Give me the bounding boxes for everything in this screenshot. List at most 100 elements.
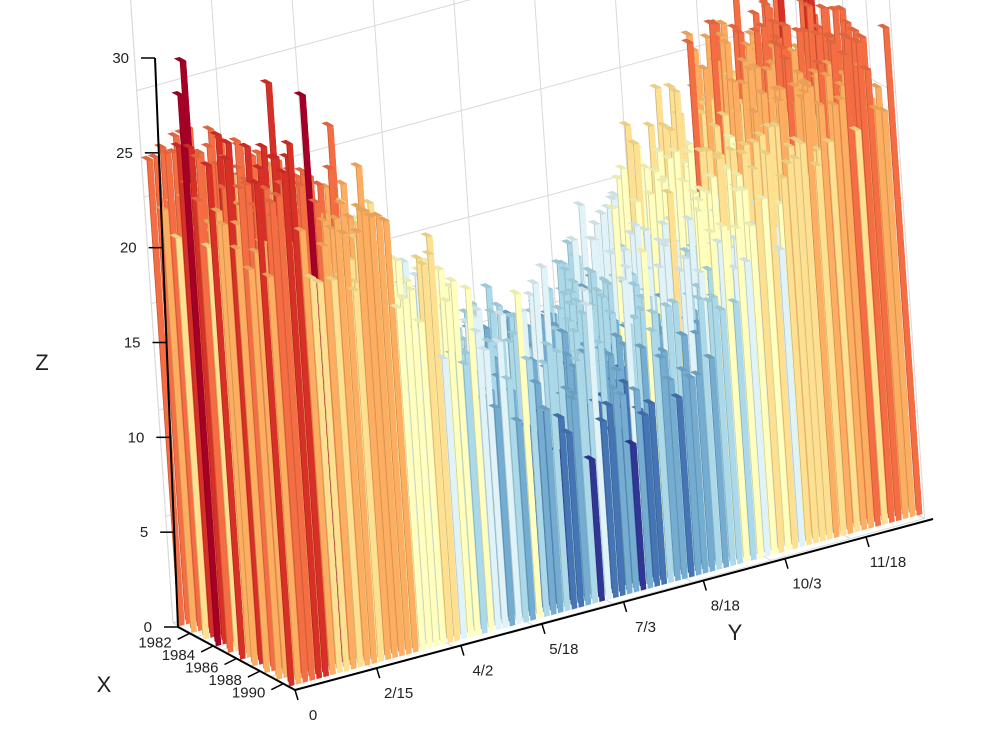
bar-1981-d92 xyxy=(415,260,454,644)
z-tick-label-5: 5 xyxy=(140,524,148,541)
bar-1981-d176 xyxy=(569,356,598,604)
bar-1981-d108 xyxy=(444,276,481,636)
bar-1981-d8 xyxy=(263,198,309,683)
bar-1981-d224 xyxy=(653,353,681,582)
bar-1981-d60 xyxy=(355,207,398,659)
bar-1981-d328 xyxy=(821,137,861,533)
bar-1981-d232 xyxy=(670,393,695,578)
bars-layer xyxy=(140,0,923,687)
bar-1981-d296 xyxy=(772,245,805,548)
bar-1981-d200 xyxy=(613,390,640,593)
y-tick-label-3: 5/18 xyxy=(549,641,578,658)
bar-1981-d236 xyxy=(675,366,702,576)
bar-1981-d228 xyxy=(662,375,688,580)
y-tick-label-6: 10/3 xyxy=(792,576,821,593)
gridline-year-wall-0 xyxy=(888,0,926,519)
bar-1981-d316 xyxy=(797,88,840,539)
bar-1981-d12 xyxy=(269,191,316,682)
bar-1981-d124 xyxy=(477,345,509,629)
bar-1981-d120 xyxy=(468,327,502,631)
y-tick-label-4: 7/3 xyxy=(635,619,656,636)
x-tick-label-1990: 1990 xyxy=(232,685,265,702)
bar-1981-d312 xyxy=(793,139,833,540)
y-tick-mark-5 xyxy=(702,580,708,591)
bar-1981-d56 xyxy=(349,227,391,661)
bar-1981-d72 xyxy=(377,216,419,653)
bar-1981-d336 xyxy=(832,95,874,529)
bar-1981-d80 xyxy=(396,294,433,649)
z-tick-label-20: 20 xyxy=(120,240,137,257)
y-tick-mark-7 xyxy=(865,536,870,548)
bar-1981-d364 xyxy=(877,23,923,516)
bar-1981-d152 xyxy=(528,379,557,616)
bar-1981-d88 xyxy=(412,317,447,646)
bar-1981-d276 xyxy=(738,257,771,557)
bar-1981-d308 xyxy=(787,154,826,542)
bar-1987-d0 xyxy=(171,91,222,647)
bar-1981-d280 xyxy=(742,221,778,555)
y-tick-mark-1 xyxy=(375,667,381,679)
x-tick-mark-2 xyxy=(224,657,237,666)
bar-1981-d20 xyxy=(280,139,329,678)
bar-1981-d188 xyxy=(594,417,619,599)
bar-1981-d192 xyxy=(600,400,626,597)
y-tick-mark-4 xyxy=(622,601,628,613)
bar-1981-d128 xyxy=(488,403,516,627)
bar-1981-d64 xyxy=(362,212,405,657)
z-tick-label-30: 30 xyxy=(112,50,129,67)
y-tick-mark-2 xyxy=(460,645,465,656)
bar-1981-d0 xyxy=(248,179,295,687)
bar-1981-d216 xyxy=(642,399,667,586)
bar-1984-d0 xyxy=(215,220,258,667)
z-tick-label-0: 0 xyxy=(144,619,152,636)
gridline-z-5 xyxy=(136,0,471,91)
bar-1981-d344 xyxy=(848,126,888,525)
bar-1981-d260 xyxy=(713,305,743,565)
y-tick-label-7: 11/18 xyxy=(870,554,906,571)
bar-1982-d0 xyxy=(242,265,283,680)
bar-1981-d160 xyxy=(540,340,571,612)
bar-1981-d48 xyxy=(335,229,378,665)
bar-1981-d28 xyxy=(303,273,343,674)
y-tick-label-2: 4/2 xyxy=(472,663,493,680)
bar-1981-d332 xyxy=(826,100,868,531)
bar-1981-d240 xyxy=(682,373,709,574)
bar-1981-d324 xyxy=(811,100,854,535)
bar-1981-d172 xyxy=(564,394,592,606)
bar-1981-d76 xyxy=(390,303,426,651)
bar-1981-d304 xyxy=(780,159,819,544)
bar-1981-d132 xyxy=(490,337,523,625)
bar-1981-d348 xyxy=(849,38,895,524)
bar-1981-d148 xyxy=(520,355,550,618)
x-tick-label-1984: 1984 xyxy=(162,647,195,664)
bar-1981-d180 xyxy=(583,455,605,602)
z-tick-label-15: 15 xyxy=(124,335,141,352)
x-tick-label-1988: 1988 xyxy=(209,672,242,689)
bar-1981-d164 xyxy=(552,413,578,610)
bar-1981-d112 xyxy=(457,360,488,634)
bar-1981-d116 xyxy=(459,284,495,633)
bar-1981-d96 xyxy=(421,250,460,642)
backwall-left-edge xyxy=(130,0,174,624)
bar-1981-d84 xyxy=(402,285,440,648)
bar-1981-d100 xyxy=(435,354,467,640)
bar-1981-d264 xyxy=(714,222,750,563)
x-tick-mark-1 xyxy=(200,645,214,653)
y-tick-label-0: 0 xyxy=(309,707,317,724)
bar-1981-d156 xyxy=(537,405,564,614)
bar-1981-d220 xyxy=(644,327,674,584)
bar-1981-d320 xyxy=(809,161,847,537)
bar-1981-d244 xyxy=(689,370,716,572)
bar-1981-d104 xyxy=(438,297,474,638)
y-axis-name: Y xyxy=(728,620,743,645)
bar-1981-d340 xyxy=(836,50,881,527)
bar-1981-d68 xyxy=(369,211,412,655)
bar-1981-d300 xyxy=(774,173,812,546)
x-tick-label-1986: 1986 xyxy=(185,660,218,677)
y-axis-line xyxy=(294,518,934,691)
bar-1986-d0 xyxy=(190,196,234,654)
bar-1981-d196 xyxy=(606,384,633,595)
bar-1981-d36 xyxy=(315,241,357,670)
